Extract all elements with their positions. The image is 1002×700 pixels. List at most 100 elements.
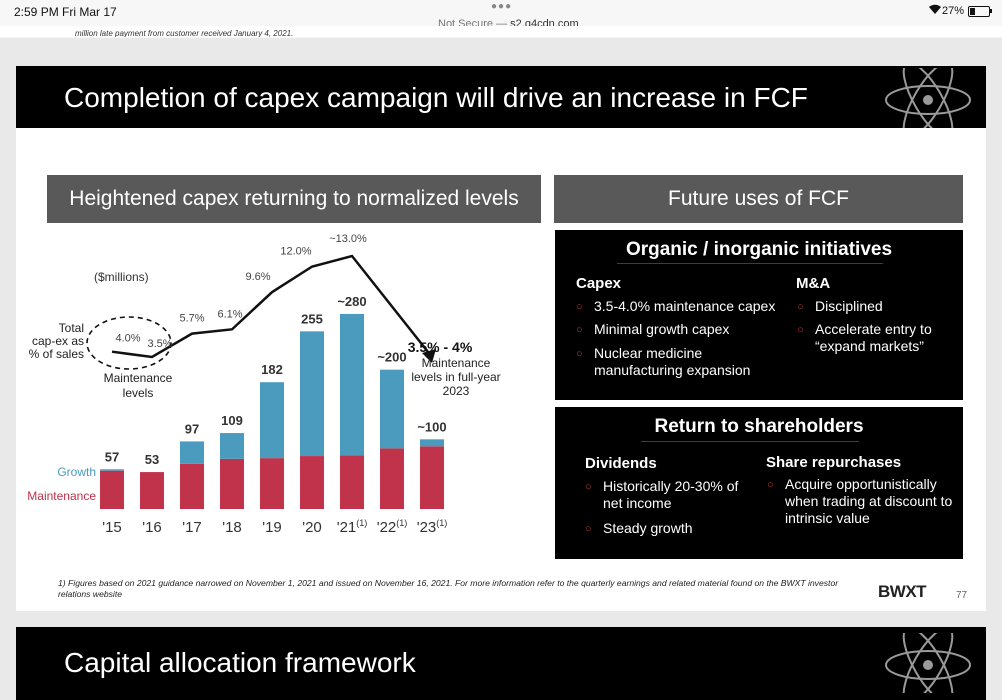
maintenance-highlight-ellipse <box>86 316 172 370</box>
battery-percent: 27% <box>942 5 965 17</box>
left-section-header: Heightened capex returning to normalized… <box>47 175 541 223</box>
capex-percent-label: 12.0% <box>280 246 311 258</box>
target-range-note: levels in full-year <box>411 370 500 384</box>
bar-total-label: 57 <box>105 449 119 464</box>
capex-chart: 57 '15 53 '16 97 '17 109 '18 182 '19 255 '20 ~280 '21… <box>27 233 500 536</box>
bar-total-label: 97 <box>185 421 199 436</box>
x-tick-label: '23(1) <box>417 518 448 536</box>
dividends-item: ○ Historically 20-30% of net income <box>585 478 739 511</box>
growth-bar <box>260 382 284 459</box>
organic-title-rule <box>617 263 883 264</box>
shareholders-title-rule <box>641 441 859 442</box>
line-legend-label: cap-ex as <box>32 334 84 348</box>
footnote: 1) Figures based on 2021 guidance narrow… <box>58 578 839 599</box>
maintenance-bar <box>340 455 364 509</box>
clock-time: 2:59 PM <box>14 5 59 19</box>
growth-bar <box>380 369 404 449</box>
dividends-item: ○ Steady growth <box>585 520 693 536</box>
right-section-header: Future uses of FCF <box>554 175 963 223</box>
atom-icon <box>885 633 971 693</box>
ma-item: ○ Disciplined <box>797 298 883 314</box>
bar-total-label: ~200 <box>377 350 406 365</box>
x-tick-label: '20 <box>302 519 322 536</box>
chart-labels-group: 57 '15 53 '16 97 '17 109 '18 182 '19 255 '20 ~280 '21… <box>27 233 500 536</box>
bar-total-label: ~100 <box>417 419 446 434</box>
slide-title-bar: Completion of capex campaign will drive … <box>16 66 986 128</box>
bar-total-label: 182 <box>261 362 283 377</box>
maintenance-bar <box>140 472 164 509</box>
shareholders-panel-title: Return to shareholders <box>654 416 864 437</box>
legend-growth: Growth <box>57 465 96 479</box>
capex-percent-label: 3.5% <box>147 338 172 350</box>
more-dots-icon[interactable]: ●●● <box>491 1 513 12</box>
capex-item: ○ Minimal growth capex <box>576 321 730 337</box>
organic-panel-title: Organic / inorganic initiatives <box>625 239 893 260</box>
maintenance-bar <box>100 470 124 509</box>
dividends-heading: Dividends <box>585 455 657 472</box>
maintenance-bar <box>300 456 324 509</box>
growth-bar <box>300 331 324 457</box>
slide-title: Completion of capex campaign will drive … <box>64 82 808 113</box>
x-tick-superscript: (1) <box>436 518 447 528</box>
bar-total-label: 255 <box>301 311 323 326</box>
growth-bar <box>180 441 204 464</box>
maintenance-bar <box>420 446 444 509</box>
home-indicator[interactable] <box>368 688 634 694</box>
capex-percent-label: 9.6% <box>245 271 270 283</box>
capex-percent-label: 5.7% <box>179 313 204 325</box>
growth-bar <box>100 469 124 471</box>
x-tick-superscript: (1) <box>356 518 367 528</box>
capex-percent-label: 6.1% <box>217 308 242 320</box>
target-range-label: 3.5% - 4% <box>408 339 473 355</box>
x-tick-label: '17 <box>182 519 202 536</box>
capex-item: ○ 3.5-4.0% maintenance capex <box>576 298 776 314</box>
ma-item: ○ Accelerate entry to “expand markets” <box>797 321 932 354</box>
slide: Completion of capex campaign will drive … <box>16 66 986 611</box>
atom-icon <box>885 68 971 128</box>
target-range-note: 2023 <box>443 384 470 398</box>
next-slide: Capital allocation framework <box>16 627 986 700</box>
bar-total-label: ~280 <box>337 294 366 309</box>
maintenance-levels-note: levels <box>123 386 154 400</box>
maintenance-bar <box>180 463 204 509</box>
previous-slide: million late payment from customer recei… <box>0 26 1002 37</box>
capex-percent-label: ~13.0% <box>329 233 367 245</box>
legend-maintenance: Maintenance <box>27 489 96 503</box>
repurchases-item: ○ Acquire opportunistically when trading … <box>767 476 953 526</box>
repurchases-heading: Share repurchases <box>766 454 902 471</box>
bar-total-label: 53 <box>145 452 159 467</box>
target-range-note: Maintenance <box>422 356 491 370</box>
capex-percent-line <box>111 254 433 359</box>
growth-bar <box>220 433 244 459</box>
capex-heading: Capex <box>576 275 622 292</box>
bar-total-label: 109 <box>221 413 243 428</box>
organic-panel: Organic / inorganic initiatives Capex ○ 3… <box>555 230 963 400</box>
growth-bar <box>420 439 444 447</box>
maintenance-levels-note: Maintenance <box>104 371 173 385</box>
maintenance-bar <box>260 458 284 509</box>
battery-tip <box>990 9 992 13</box>
capex-line-arrowhead <box>422 349 436 363</box>
bars-group <box>100 313 444 509</box>
wifi-icon <box>928 4 942 18</box>
bwxt-logo: BWXT <box>878 582 927 601</box>
shareholders-panel: Return to shareholders Dividends ○ Histor… <box>555 407 963 559</box>
capex-item: ○ Nuclear medicine manufacturing expansio… <box>576 345 751 378</box>
capex-line-group <box>86 254 436 370</box>
capex-percent-label: 4.0% <box>115 333 140 345</box>
x-tick-label: '16 <box>142 519 162 536</box>
line-legend-label: % of sales <box>29 347 84 361</box>
maintenance-bar <box>380 448 404 509</box>
x-tick-label: '19 <box>262 519 282 536</box>
x-tick-label: '22(1) <box>377 518 408 536</box>
x-tick-superscript: (1) <box>396 518 407 528</box>
maintenance-bar <box>220 458 244 509</box>
unit-label: ($millions) <box>94 270 149 284</box>
battery-icon <box>968 6 990 17</box>
clock-date: Fri Mar 17 <box>62 5 117 19</box>
x-tick-label: '21(1) <box>337 518 368 536</box>
next-slide-title: Capital allocation framework <box>64 647 416 678</box>
growth-bar <box>340 313 364 456</box>
page-number: 77 <box>956 590 968 601</box>
ma-heading: M&A <box>796 275 831 292</box>
